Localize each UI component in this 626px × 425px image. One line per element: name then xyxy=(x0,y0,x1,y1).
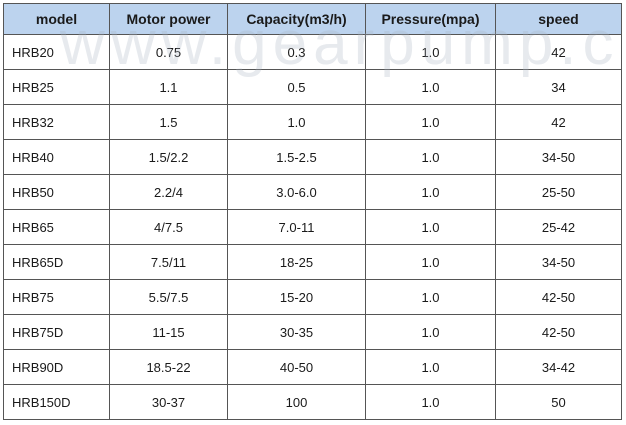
cell-capacity: 3.0-6.0 xyxy=(227,174,366,210)
cell-model: HRB65D xyxy=(3,244,110,280)
cell-pressure: 1.0 xyxy=(365,279,496,315)
table-row: HRB65 4/7.5 7.0-11 1.0 25-42 xyxy=(3,209,622,245)
header-capacity: Capacity(m3/h) xyxy=(227,3,366,35)
cell-motor-power: 1.1 xyxy=(109,69,228,105)
table-row: HRB150D 30-37 100 1.0 50 xyxy=(3,384,622,420)
cell-model: HRB40 xyxy=(3,139,110,175)
cell-model: HRB65 xyxy=(3,209,110,245)
cell-pressure: 1.0 xyxy=(365,139,496,175)
cell-capacity: 40-50 xyxy=(227,349,366,385)
cell-capacity: 1.0 xyxy=(227,104,366,140)
cell-model: HRB50 xyxy=(3,174,110,210)
cell-motor-power: 4/7.5 xyxy=(109,209,228,245)
cell-motor-power: 1.5 xyxy=(109,104,228,140)
header-pressure: Pressure(mpa) xyxy=(365,3,496,35)
cell-motor-power: 18.5-22 xyxy=(109,349,228,385)
header-row: model Motor power Capacity(m3/h) Pressur… xyxy=(3,3,622,35)
cell-motor-power: 1.5/2.2 xyxy=(109,139,228,175)
cell-model: HRB90D xyxy=(3,349,110,385)
table-body: HRB20 0.75 0.3 1.0 42 HRB25 1.1 0.5 1.0 34 HRB32 1.… xyxy=(3,34,622,420)
table-row: HRB90D 18.5-22 40-50 1.0 34-42 xyxy=(3,349,622,385)
cell-speed: 34-50 xyxy=(495,139,622,175)
cell-pressure: 1.0 xyxy=(365,209,496,245)
cell-capacity: 7.0-11 xyxy=(227,209,366,245)
cell-motor-power: 5.5/7.5 xyxy=(109,279,228,315)
cell-capacity: 18-25 xyxy=(227,244,366,280)
pump-spec-table: model Motor power Capacity(m3/h) Pressur… xyxy=(3,3,622,420)
cell-pressure: 1.0 xyxy=(365,34,496,70)
table-row: HRB32 1.5 1.0 1.0 42 xyxy=(3,104,622,140)
table-row: HRB20 0.75 0.3 1.0 42 xyxy=(3,34,622,70)
cell-capacity: 0.5 xyxy=(227,69,366,105)
cell-motor-power: 11-15 xyxy=(109,314,228,350)
cell-pressure: 1.0 xyxy=(365,174,496,210)
table-row: HRB40 1.5/2.2 1.5-2.5 1.0 34-50 xyxy=(3,139,622,175)
cell-motor-power: 2.2/4 xyxy=(109,174,228,210)
cell-capacity: 1.5-2.5 xyxy=(227,139,366,175)
cell-speed: 42-50 xyxy=(495,314,622,350)
cell-speed: 34-50 xyxy=(495,244,622,280)
cell-pressure: 1.0 xyxy=(365,349,496,385)
cell-pressure: 1.0 xyxy=(365,384,496,420)
table-row: HRB25 1.1 0.5 1.0 34 xyxy=(3,69,622,105)
cell-pressure: 1.0 xyxy=(365,69,496,105)
header-speed: speed xyxy=(495,3,622,35)
cell-pressure: 1.0 xyxy=(365,244,496,280)
table-header: model Motor power Capacity(m3/h) Pressur… xyxy=(3,3,622,35)
table-row: HRB50 2.2/4 3.0-6.0 1.0 25-50 xyxy=(3,174,622,210)
cell-speed: 42 xyxy=(495,34,622,70)
cell-capacity: 15-20 xyxy=(227,279,366,315)
cell-model: HRB32 xyxy=(3,104,110,140)
cell-speed: 34-42 xyxy=(495,349,622,385)
cell-capacity: 0.3 xyxy=(227,34,366,70)
spec-table-container: model Motor power Capacity(m3/h) Pressur… xyxy=(3,3,622,420)
cell-speed: 34 xyxy=(495,69,622,105)
cell-model: HRB20 xyxy=(3,34,110,70)
table-row: HRB65D 7.5/11 18-25 1.0 34-50 xyxy=(3,244,622,280)
cell-capacity: 30-35 xyxy=(227,314,366,350)
cell-capacity: 100 xyxy=(227,384,366,420)
cell-motor-power: 30-37 xyxy=(109,384,228,420)
header-motor-power: Motor power xyxy=(109,3,228,35)
cell-model: HRB75 xyxy=(3,279,110,315)
cell-pressure: 1.0 xyxy=(365,104,496,140)
cell-pressure: 1.0 xyxy=(365,314,496,350)
cell-speed: 25-42 xyxy=(495,209,622,245)
table-row: HRB75D 11-15 30-35 1.0 42-50 xyxy=(3,314,622,350)
header-model: model xyxy=(3,3,110,35)
cell-speed: 42 xyxy=(495,104,622,140)
cell-motor-power: 0.75 xyxy=(109,34,228,70)
cell-model: HRB25 xyxy=(3,69,110,105)
cell-model: HRB150D xyxy=(3,384,110,420)
table-row: HRB75 5.5/7.5 15-20 1.0 42-50 xyxy=(3,279,622,315)
cell-motor-power: 7.5/11 xyxy=(109,244,228,280)
cell-speed: 42-50 xyxy=(495,279,622,315)
cell-model: HRB75D xyxy=(3,314,110,350)
cell-speed: 25-50 xyxy=(495,174,622,210)
cell-speed: 50 xyxy=(495,384,622,420)
